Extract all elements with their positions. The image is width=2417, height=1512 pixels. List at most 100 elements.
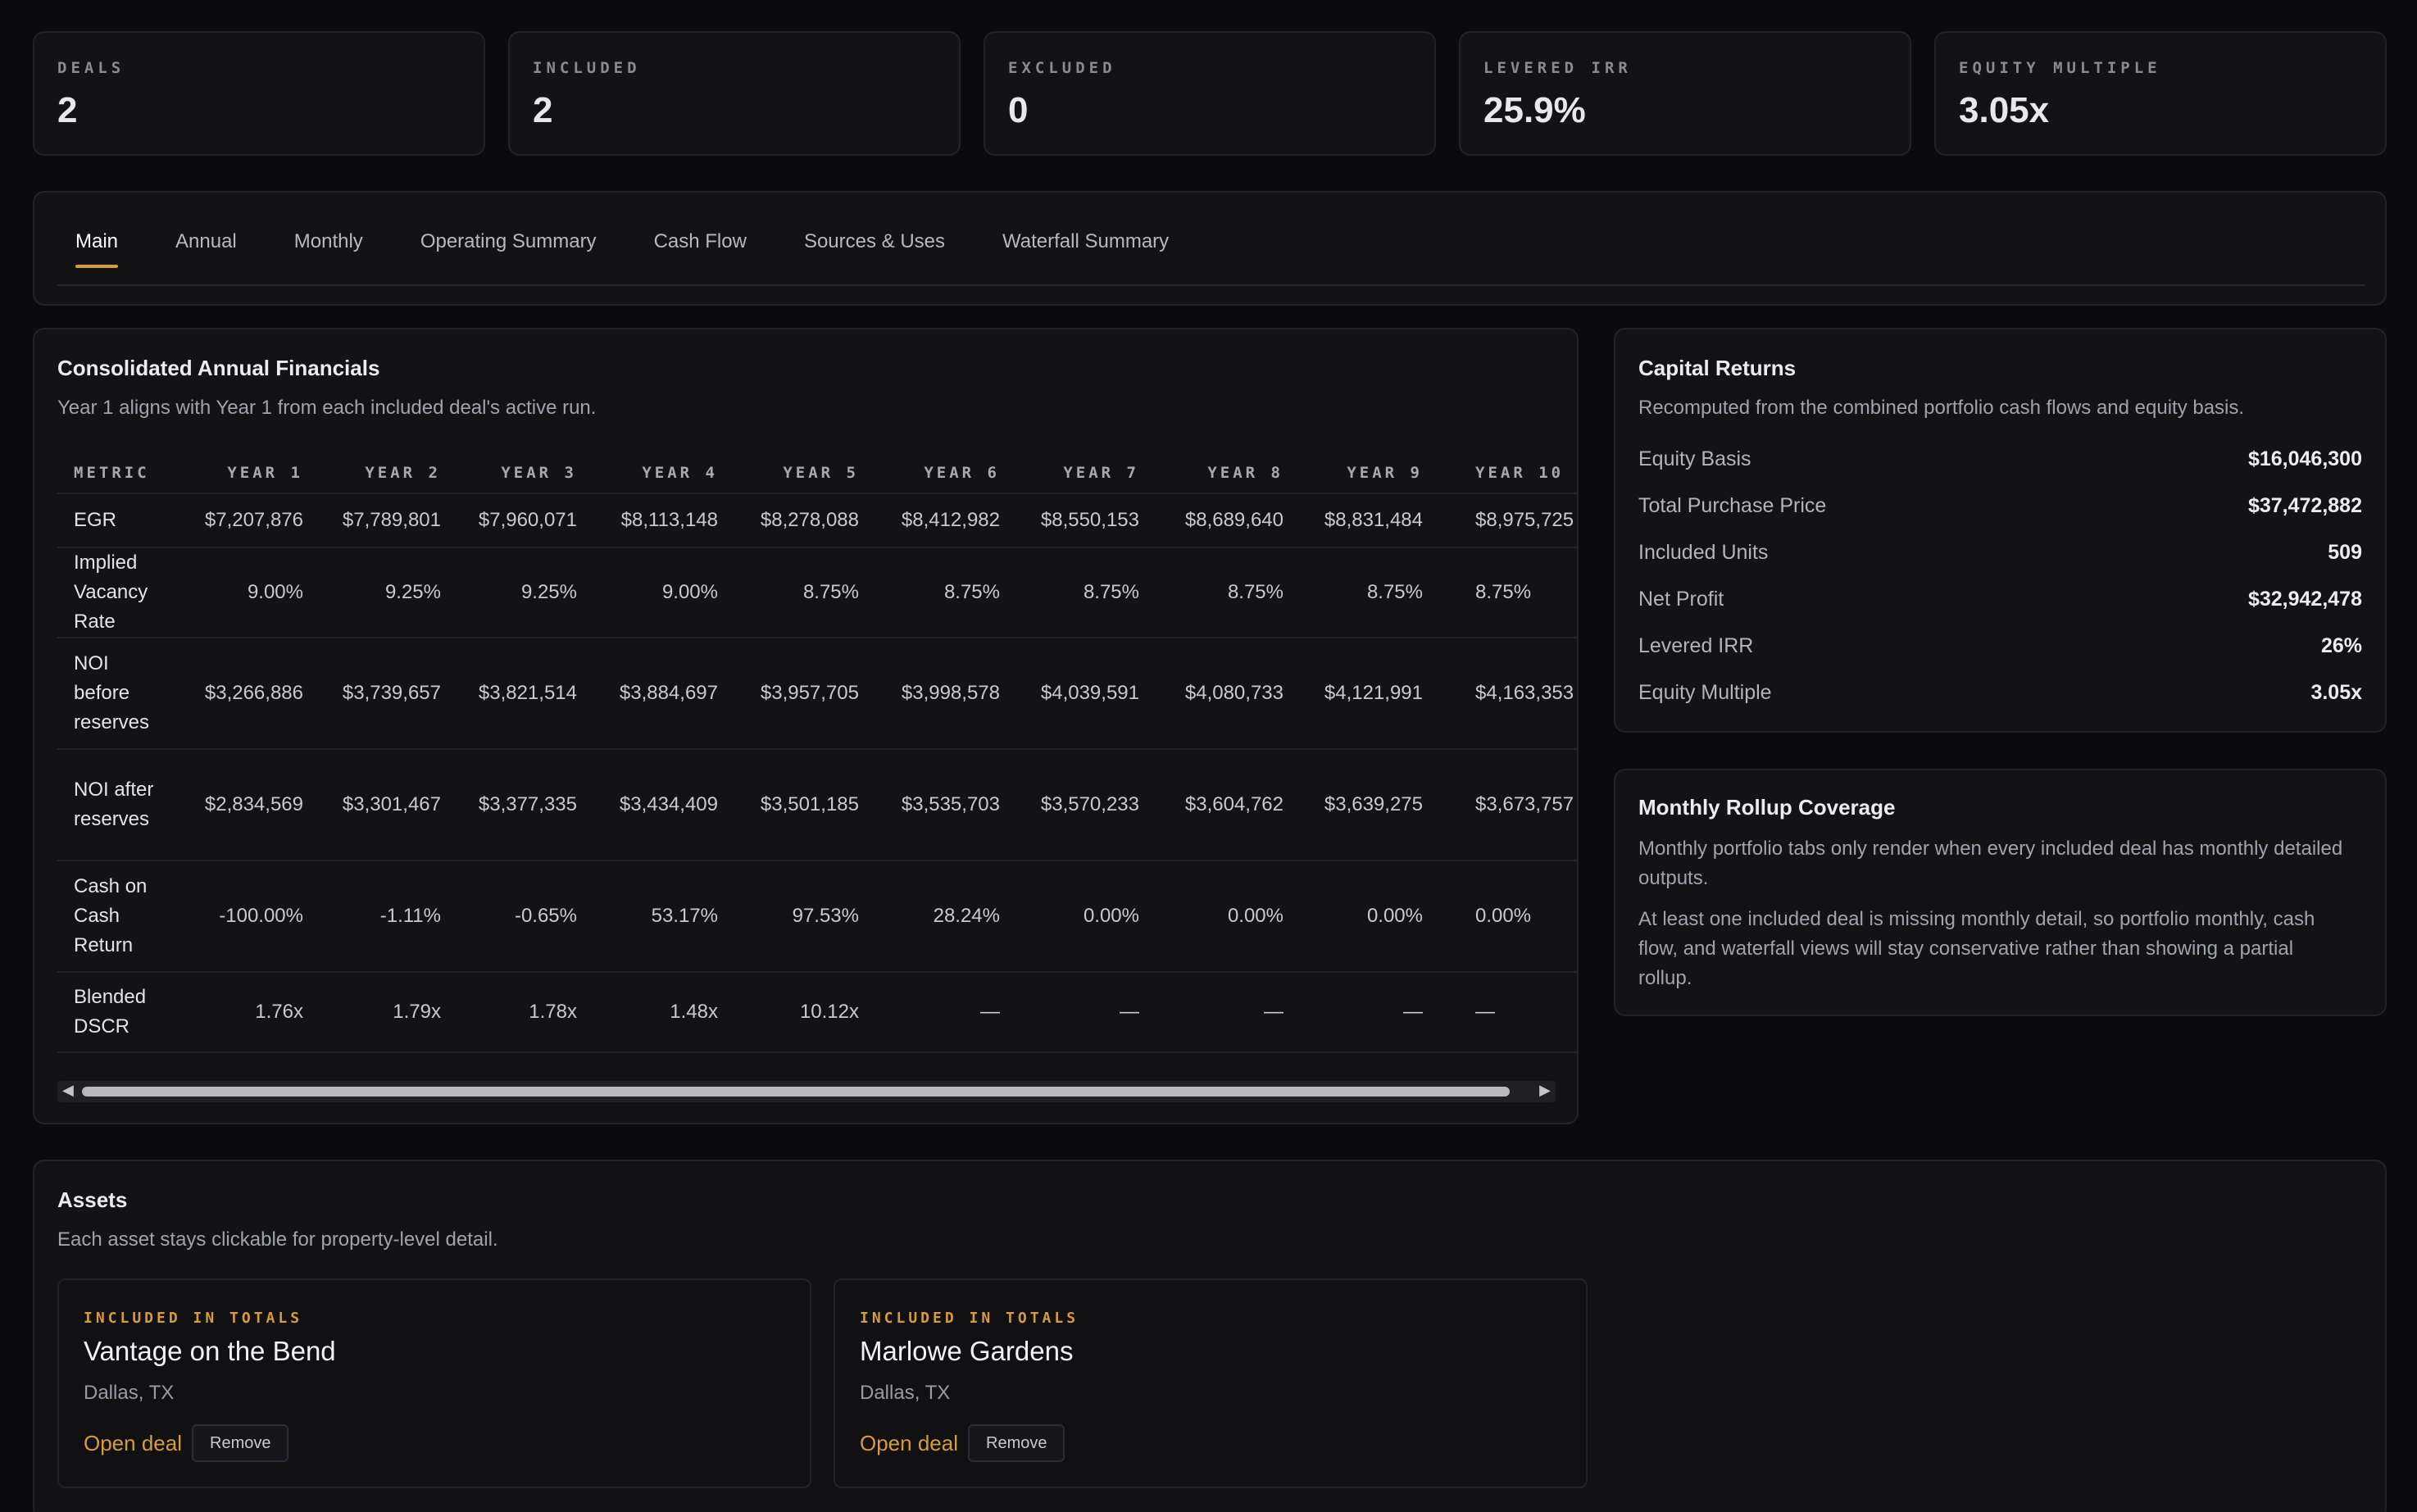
asset-card[interactable]: INCLUDED IN TOTALS Marlowe Gardens Dalla… [834,1278,1588,1488]
row-metric-label: Cash on Cash Return [57,860,177,973]
stat-value: 25.9% [1483,90,1586,130]
kv-label: Equity Basis [1638,447,1751,470]
table-row: Cash on Cash Return -100.00% -1.11% -0.65% 5… [57,860,1577,973]
table-cell: $3,301,467 [323,749,461,861]
capital-returns-panel: Capital Returns Recomputed from the comb… [1614,328,2387,733]
table-cell: 9.00% [177,547,323,638]
stat-value: 2 [533,90,553,130]
table-cell: $3,639,275 [1303,749,1442,861]
row-metric-label: Blended DSCR [57,972,177,1053]
col-header-metric: METRIC [57,452,177,494]
table-cell: 0.00% [1303,860,1442,973]
kv-label: Included Units [1638,541,1769,564]
kv-label: Equity Multiple [1638,681,1772,704]
asset-status-tag: INCLUDED IN TOTALS [84,1310,303,1327]
table-cell: $8,689,640 [1159,493,1303,548]
remove-button[interactable]: Remove [192,1424,289,1462]
tab-bar: Main Annual Monthly Operating Summary Ca… [33,191,2387,306]
table-row: Implied Vacancy Rate 9.00% 9.25% 9.25% 9.00%… [57,547,1577,638]
financials-table-scroll[interactable]: METRIC YEAR 1 YEAR 2 YEAR 3 YEAR 4 YEAR … [57,452,1577,1123]
kv-label: Levered IRR [1638,634,1754,657]
table-cell: $8,412,982 [879,493,1020,548]
kv-included-units: Included Units 509 [1638,541,2362,565]
table-cell: 8.75% [1442,547,1577,638]
kv-value: $16,046,300 [2247,447,2362,470]
scrollbar-thumb[interactable] [82,1087,1510,1097]
table-cell: $3,377,335 [461,749,597,861]
tab-divider [57,284,2365,286]
table-cell: 28.24% [879,860,1020,973]
asset-location: Dallas, TX [860,1382,951,1404]
scroll-right-icon[interactable]: ▶ [1539,1082,1551,1098]
table-cell: 1.48x [597,972,738,1053]
table-cell: $4,080,733 [1159,638,1303,750]
kv-value: 3.05x [2310,681,2362,704]
table-cell: $3,604,762 [1159,749,1303,861]
table-cell: -1.11% [323,860,461,973]
table-cell: 9.25% [323,547,461,638]
table-cell: $3,884,697 [597,638,738,750]
table-cell: $4,121,991 [1303,638,1442,750]
financials-title: Consolidated Annual Financials [57,356,380,380]
table-cell: $3,570,233 [1020,749,1159,861]
table-cell: 1.78x [461,972,597,1053]
financials-panel: Consolidated Annual Financials Year 1 al… [33,328,1579,1124]
row-metric-label: NOI after reserves [57,749,177,861]
table-cell: $3,739,657 [323,638,461,750]
table-cell: 8.75% [1303,547,1442,638]
financials-table: METRIC YEAR 1 YEAR 2 YEAR 3 YEAR 4 YEAR … [57,452,1577,1053]
table-cell: — [879,972,1020,1053]
stat-label: INCLUDED [533,59,641,77]
table-cell: 1.76x [177,972,323,1053]
kv-total-purchase-price: Total Purchase Price $37,472,882 [1638,494,2362,518]
kv-label: Total Purchase Price [1638,494,1827,517]
tab-monthly[interactable]: Monthly [293,230,363,252]
table-cell: 0.00% [1442,860,1577,973]
col-header-year: YEAR 1 [177,452,323,494]
remove-button[interactable]: Remove [968,1424,1065,1462]
kv-equity-basis: Equity Basis $16,046,300 [1638,447,2362,471]
table-cell: $7,789,801 [323,493,461,548]
table-row: EGR $7,207,876 $7,789,801 $7,960,071 $8,113,… [57,493,1577,548]
col-header-year: YEAR 10 [1442,452,1577,494]
rollup-paragraph: Monthly portfolio tabs only render when … [1638,838,2343,889]
open-deal-link[interactable]: Open deal [84,1431,182,1455]
table-cell: $3,266,886 [177,638,323,750]
col-header-year: YEAR 7 [1020,452,1159,494]
tab-annual[interactable]: Annual [175,230,237,252]
table-cell: $3,535,703 [879,749,1020,861]
open-deal-link[interactable]: Open deal [860,1431,958,1455]
col-header-year: YEAR 9 [1303,452,1442,494]
tab-main[interactable]: Main [75,230,119,268]
row-metric-label: Implied Vacancy Rate [57,547,177,638]
kv-label: Net Profit [1638,588,1724,611]
stat-card-excluded: EXCLUDED 0 [984,31,1436,156]
asset-status-tag: INCLUDED IN TOTALS [860,1310,1079,1327]
asset-card[interactable]: INCLUDED IN TOTALS Vantage on the Bend D… [57,1278,811,1488]
tab-sources-uses[interactable]: Sources & Uses [803,230,946,252]
col-header-year: YEAR 4 [597,452,738,494]
col-header-year: YEAR 8 [1159,452,1303,494]
table-cell: $3,998,578 [879,638,1020,750]
stat-card-equity-multiple: EQUITY MULTIPLE 3.05x [1934,31,2387,156]
kv-net-profit: Net Profit $32,942,478 [1638,588,2362,611]
table-cell: $3,957,705 [738,638,879,750]
table-cell: $8,550,153 [1020,493,1159,548]
tab-waterfall-summary[interactable]: Waterfall Summary [1002,230,1170,252]
horizontal-scrollbar[interactable]: ◀ ▶ [57,1081,1556,1102]
table-row: Blended DSCR 1.76x 1.79x 1.78x 1.48x 10.12x — —… [57,972,1577,1053]
tab-cash-flow[interactable]: Cash Flow [653,230,747,252]
table-header-row: METRIC YEAR 1 YEAR 2 YEAR 3 YEAR 4 YEAR … [57,452,1577,494]
capital-returns-title: Capital Returns [1638,356,1797,380]
table-cell: — [1442,972,1577,1053]
capital-returns-subtitle: Recomputed from the combined portfolio c… [1638,397,2245,419]
table-cell: 9.25% [461,547,597,638]
table-cell: 53.17% [597,860,738,973]
monthly-rollup-panel: Monthly Rollup Coverage Monthly portfoli… [1614,769,2387,1016]
scroll-left-icon[interactable]: ◀ [62,1082,74,1098]
tab-operating-summary[interactable]: Operating Summary [420,230,597,252]
stat-value: 2 [57,90,78,130]
row-metric-label: EGR [57,493,177,548]
table-cell: -0.65% [461,860,597,973]
kv-value: $37,472,882 [2247,494,2362,517]
